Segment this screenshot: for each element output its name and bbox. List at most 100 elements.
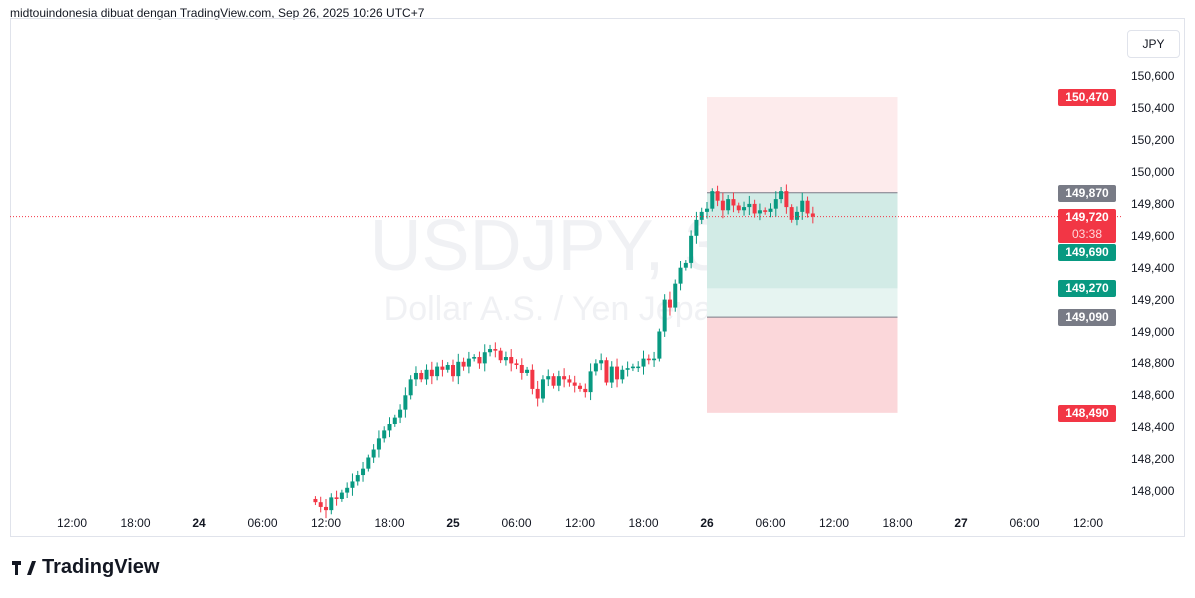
candle-body xyxy=(366,457,371,469)
candle-body xyxy=(498,350,503,361)
candle-body xyxy=(805,200,810,214)
candle-body xyxy=(593,363,598,372)
time-tick: 06:00 xyxy=(247,516,278,530)
time-tick: 12:00 xyxy=(1072,516,1104,530)
watermark-symbol: USDJPY, 30 xyxy=(369,206,765,286)
price-tick: 149,600 xyxy=(1131,228,1175,243)
candle-body xyxy=(694,219,699,236)
time-tick: 06:00 xyxy=(755,516,786,530)
candle-body xyxy=(413,372,418,380)
candle-body xyxy=(736,205,741,211)
price-tick: 149,200 xyxy=(1131,292,1175,307)
candle-body xyxy=(567,379,572,383)
candle-body xyxy=(689,235,694,263)
candle-body xyxy=(435,366,440,377)
candle-body xyxy=(641,358,646,367)
price-label: 149,090 xyxy=(1058,309,1116,327)
price-tick: 148,600 xyxy=(1131,388,1175,403)
candle-body xyxy=(705,208,709,212)
candle-body xyxy=(578,385,582,389)
candle-body xyxy=(493,349,498,351)
position-inner-zone xyxy=(707,288,898,318)
time-tick: 12:00 xyxy=(564,516,596,530)
candle-body xyxy=(630,366,635,369)
candle-body xyxy=(461,361,466,367)
time-tick: 24 xyxy=(192,516,206,530)
price-tick: 150,000 xyxy=(1131,165,1175,179)
tradingview-logo-icon xyxy=(12,560,36,575)
candle-body xyxy=(509,357,514,364)
price-tick: 148,400 xyxy=(1131,420,1175,435)
candle-body xyxy=(657,331,662,359)
candle-body xyxy=(419,372,424,380)
candle-body xyxy=(345,487,350,493)
bar-countdown: 03:38 xyxy=(1071,226,1103,241)
candle-body xyxy=(324,506,328,511)
candle-body xyxy=(530,369,535,389)
candle-body xyxy=(768,208,773,212)
candle-body xyxy=(477,357,482,364)
time-tick: 26 xyxy=(700,516,714,530)
candle-body xyxy=(424,369,429,380)
candle-body xyxy=(546,376,551,380)
candle-body xyxy=(488,349,493,353)
candle-body xyxy=(667,299,672,308)
candle-body xyxy=(525,369,530,373)
candle-body xyxy=(535,388,540,399)
candle-body xyxy=(350,481,355,488)
price-tick: 148,000 xyxy=(1131,484,1175,498)
candle-body xyxy=(620,369,625,380)
price-tick: 150,600 xyxy=(1131,69,1175,84)
candle-body xyxy=(519,364,524,373)
time-tick: 18:00 xyxy=(628,516,659,530)
candle-body xyxy=(715,191,720,201)
candle-body xyxy=(599,360,604,364)
time-tick: 18:00 xyxy=(374,516,405,530)
candle-body xyxy=(398,409,403,418)
candle-body xyxy=(784,191,789,208)
current-price-value: 149,720 xyxy=(1065,209,1109,224)
candle-body xyxy=(742,207,747,211)
current-price-label: 149,720 03:38 xyxy=(1058,208,1116,243)
chart-frame xyxy=(10,18,1185,537)
position-loss-zone xyxy=(707,317,898,413)
currency-button[interactable]: JPY xyxy=(1127,30,1180,58)
candle-body xyxy=(710,191,715,209)
candle-body xyxy=(392,417,397,425)
candle-body xyxy=(551,376,556,386)
candle-body xyxy=(800,200,805,212)
candle-body xyxy=(752,203,757,214)
candle-body xyxy=(482,352,487,364)
candle-body xyxy=(662,299,667,332)
price-label: 149,270 xyxy=(1058,280,1116,298)
candle-body xyxy=(540,379,545,399)
tradingview-logo[interactable]: TradingView xyxy=(12,556,159,579)
candle-body xyxy=(789,207,794,220)
price-label: 149,870 xyxy=(1058,184,1116,202)
candle-body xyxy=(763,210,768,212)
candle-body xyxy=(699,211,704,220)
time-tick: 27 xyxy=(954,516,968,530)
candle-body xyxy=(451,364,455,377)
candle-body xyxy=(313,498,318,503)
candle-body xyxy=(503,357,508,361)
candle-body xyxy=(673,283,678,308)
candle-body xyxy=(329,497,334,511)
candle-body xyxy=(403,395,408,410)
candle-body xyxy=(334,497,339,499)
logo-text: TradingView xyxy=(42,556,160,578)
price-tick: 148,800 xyxy=(1131,356,1175,371)
price-tick: 148,200 xyxy=(1131,452,1175,467)
candle-body xyxy=(318,502,323,507)
watermark-description: Dollar A.S. / Yen Jepang xyxy=(383,290,751,328)
candle-body xyxy=(466,358,471,367)
time-tick: 18:00 xyxy=(882,516,913,530)
candle-body xyxy=(361,468,366,476)
candle-body xyxy=(757,210,762,214)
candle-body xyxy=(583,388,588,393)
price-tick: 149,400 xyxy=(1131,260,1175,275)
price-tick: 149,000 xyxy=(1131,324,1175,339)
candle-body xyxy=(652,358,657,361)
candle-body xyxy=(382,430,387,439)
